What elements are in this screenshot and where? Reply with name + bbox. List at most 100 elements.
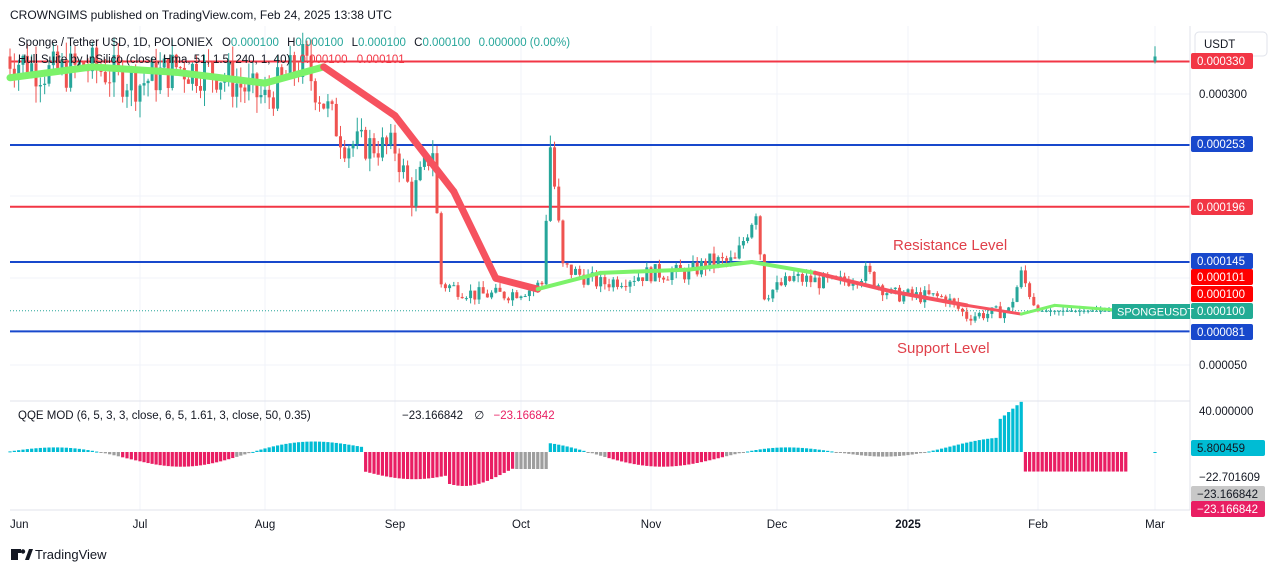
qqe-bar	[678, 452, 682, 466]
candles	[8, 32, 1157, 326]
candle	[292, 55, 296, 75]
candle	[25, 55, 29, 76]
price-tag-label: 0.000100	[1197, 289, 1245, 301]
candle	[215, 77, 219, 90]
candle	[813, 277, 817, 283]
currency-button[interactable]: USDT	[1194, 31, 1268, 57]
candle	[401, 165, 405, 173]
candle	[636, 277, 640, 281]
qqe-bar	[792, 447, 796, 452]
candle	[741, 241, 745, 246]
tradingview-logo-icon	[11, 549, 33, 560]
qqe-bar	[376, 452, 380, 475]
qqe-bar	[231, 452, 235, 459]
qqe-bar	[385, 452, 389, 477]
candle	[280, 67, 284, 76]
qqe-bar	[796, 447, 800, 452]
candle	[1028, 283, 1032, 297]
qqe-bar	[750, 450, 754, 452]
qqe-bar	[636, 452, 641, 465]
qqe-bar	[8, 451, 12, 453]
candle	[506, 298, 510, 301]
time-axis[interactable]: Jun Jul Aug Sep Oct Nov Dec 2025 Feb Mar	[10, 519, 1165, 531]
qqe-bar	[712, 452, 716, 460]
candle	[376, 153, 380, 158]
hull-segment	[172, 68, 269, 87]
qqe-bar	[317, 441, 322, 452]
candle	[338, 136, 342, 148]
hull-suite-line	[6, 63, 1128, 316]
qqe-bar	[969, 441, 973, 452]
candle	[271, 97, 275, 109]
qqe-bar	[725, 452, 729, 457]
candle	[548, 147, 552, 221]
candle	[393, 132, 397, 154]
qqe-bar	[401, 452, 405, 479]
candle	[1057, 310, 1061, 312]
qqe-bar	[393, 452, 397, 478]
qqe-bar	[708, 452, 712, 461]
qqe-bar	[255, 450, 259, 452]
qqe-scale-top: 40.000000	[1199, 406, 1253, 418]
candle	[1061, 310, 1065, 312]
qqe-bar	[397, 452, 401, 479]
candle	[1036, 305, 1040, 311]
qqe-bar	[251, 451, 255, 453]
qqe-bar	[956, 444, 960, 452]
qqe-bar	[632, 452, 636, 465]
qqe-histogram	[8, 401, 1157, 486]
price-pane[interactable]	[10, 26, 1190, 400]
qqe-bar	[729, 452, 733, 456]
candle	[523, 296, 527, 298]
candle	[645, 267, 649, 282]
candle	[456, 285, 460, 297]
candle	[729, 257, 733, 261]
qqe-pane[interactable]	[10, 402, 1190, 510]
qqe-bar	[771, 447, 775, 452]
candle	[847, 281, 851, 286]
candle	[410, 181, 414, 207]
candle	[43, 83, 47, 86]
candle	[364, 129, 368, 159]
qqe-bar	[469, 452, 473, 486]
qqe-bar	[1115, 452, 1119, 472]
indicator-title: Hull Suite by InSilico (close, Hma, 51, …	[18, 54, 290, 66]
candle	[330, 101, 334, 104]
hull-segment	[889, 289, 969, 308]
qqe-bar	[868, 452, 872, 457]
candle	[301, 43, 305, 78]
qqe-bar	[767, 448, 771, 452]
qqe-bar	[247, 452, 251, 454]
qqe-bar	[1007, 412, 1011, 452]
candle	[259, 95, 263, 98]
candle	[448, 285, 452, 289]
qqe-bar	[1065, 452, 1069, 472]
qqe-bar	[653, 452, 657, 467]
qqe-bar	[1153, 452, 1157, 453]
candle	[628, 281, 632, 287]
qqe-bar	[704, 452, 708, 462]
qqe-bar	[1111, 452, 1115, 472]
qqe-bar	[116, 452, 120, 457]
candle	[994, 306, 998, 308]
candle	[288, 55, 292, 78]
candle	[969, 318, 973, 321]
qqe-bar	[544, 452, 548, 469]
candle	[611, 279, 615, 288]
tradingview-logo[interactable]: TradingView	[11, 547, 107, 562]
qqe-bar	[138, 452, 142, 462]
qqe-bar	[918, 452, 923, 454]
qqe-legend[interactable]: QQE MOD (6, 5, 3, 3, close, 6, 5, 1.61, …	[18, 410, 555, 422]
horizontal-levels[interactable]	[10, 60, 1190, 333]
candle	[666, 279, 670, 281]
price-tag-label: 0.000253	[1197, 139, 1245, 151]
symbol-legend[interactable]: Sponge / Tether USD, 1D, POLONIEX O0.000…	[18, 37, 570, 66]
qqe-bar	[498, 452, 502, 476]
candle	[1007, 307, 1011, 312]
qqe-bar	[944, 447, 948, 452]
qqe-bar	[25, 449, 29, 452]
qqe-bar	[548, 443, 552, 452]
qqe-bar	[1015, 405, 1019, 452]
candle	[334, 103, 338, 137]
